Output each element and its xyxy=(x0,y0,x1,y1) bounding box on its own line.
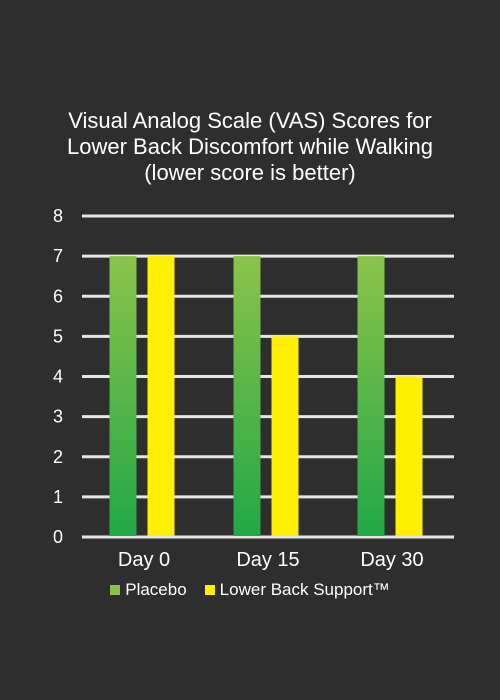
bar-placebo-day-0 xyxy=(109,256,137,536)
chart-title-line-3: (lower score is better) xyxy=(144,160,356,185)
bar-lower-back-support-day-30 xyxy=(395,376,423,536)
legend-item-placebo: Placebo xyxy=(110,580,187,600)
legend-item-lower-back-support: Lower Back Support™ xyxy=(204,580,390,600)
x-tick-label: Day 15 xyxy=(236,549,299,571)
legend-label-lower-back-support: Lower Back Support™ xyxy=(219,580,390,599)
bar-placebo-day-30 xyxy=(357,256,385,536)
x-axis-ticks: Day 0 Day 15 Day 30 xyxy=(118,549,424,571)
y-tick-label: 7 xyxy=(53,246,63,266)
bar-lower-back-support-day-15 xyxy=(271,336,299,536)
legend-swatch-placebo xyxy=(110,585,121,595)
y-tick-label: 8 xyxy=(53,206,63,226)
y-axis-ticks: 0 1 2 3 4 5 6 7 8 xyxy=(53,206,63,547)
chart-title-line-2: Lower Back Discomfort while Walking xyxy=(67,134,433,159)
legend-swatch-lower-back-support xyxy=(204,585,215,595)
gridlines xyxy=(82,214,454,539)
chart-title-line-1: Visual Analog Scale (VAS) Scores for xyxy=(68,108,432,133)
y-tick-label: 2 xyxy=(53,447,63,467)
y-tick-label: 0 xyxy=(53,527,63,547)
bar-lower-back-support-day-0 xyxy=(147,256,175,536)
chart-title: Visual Analog Scale (VAS) Scores for Low… xyxy=(0,108,500,186)
legend: Placebo Lower Back Support™ xyxy=(0,580,500,600)
y-tick-label: 4 xyxy=(53,367,63,387)
y-tick-label: 1 xyxy=(53,487,63,507)
bar-placebo-day-15 xyxy=(233,256,261,536)
y-tick-label: 5 xyxy=(53,326,63,346)
legend-label-placebo: Placebo xyxy=(125,580,187,599)
x-tick-label: Day 0 xyxy=(118,549,170,571)
y-tick-label: 3 xyxy=(53,407,63,427)
x-tick-label: Day 30 xyxy=(360,549,423,571)
bars xyxy=(109,256,423,536)
y-tick-label: 6 xyxy=(53,286,63,306)
